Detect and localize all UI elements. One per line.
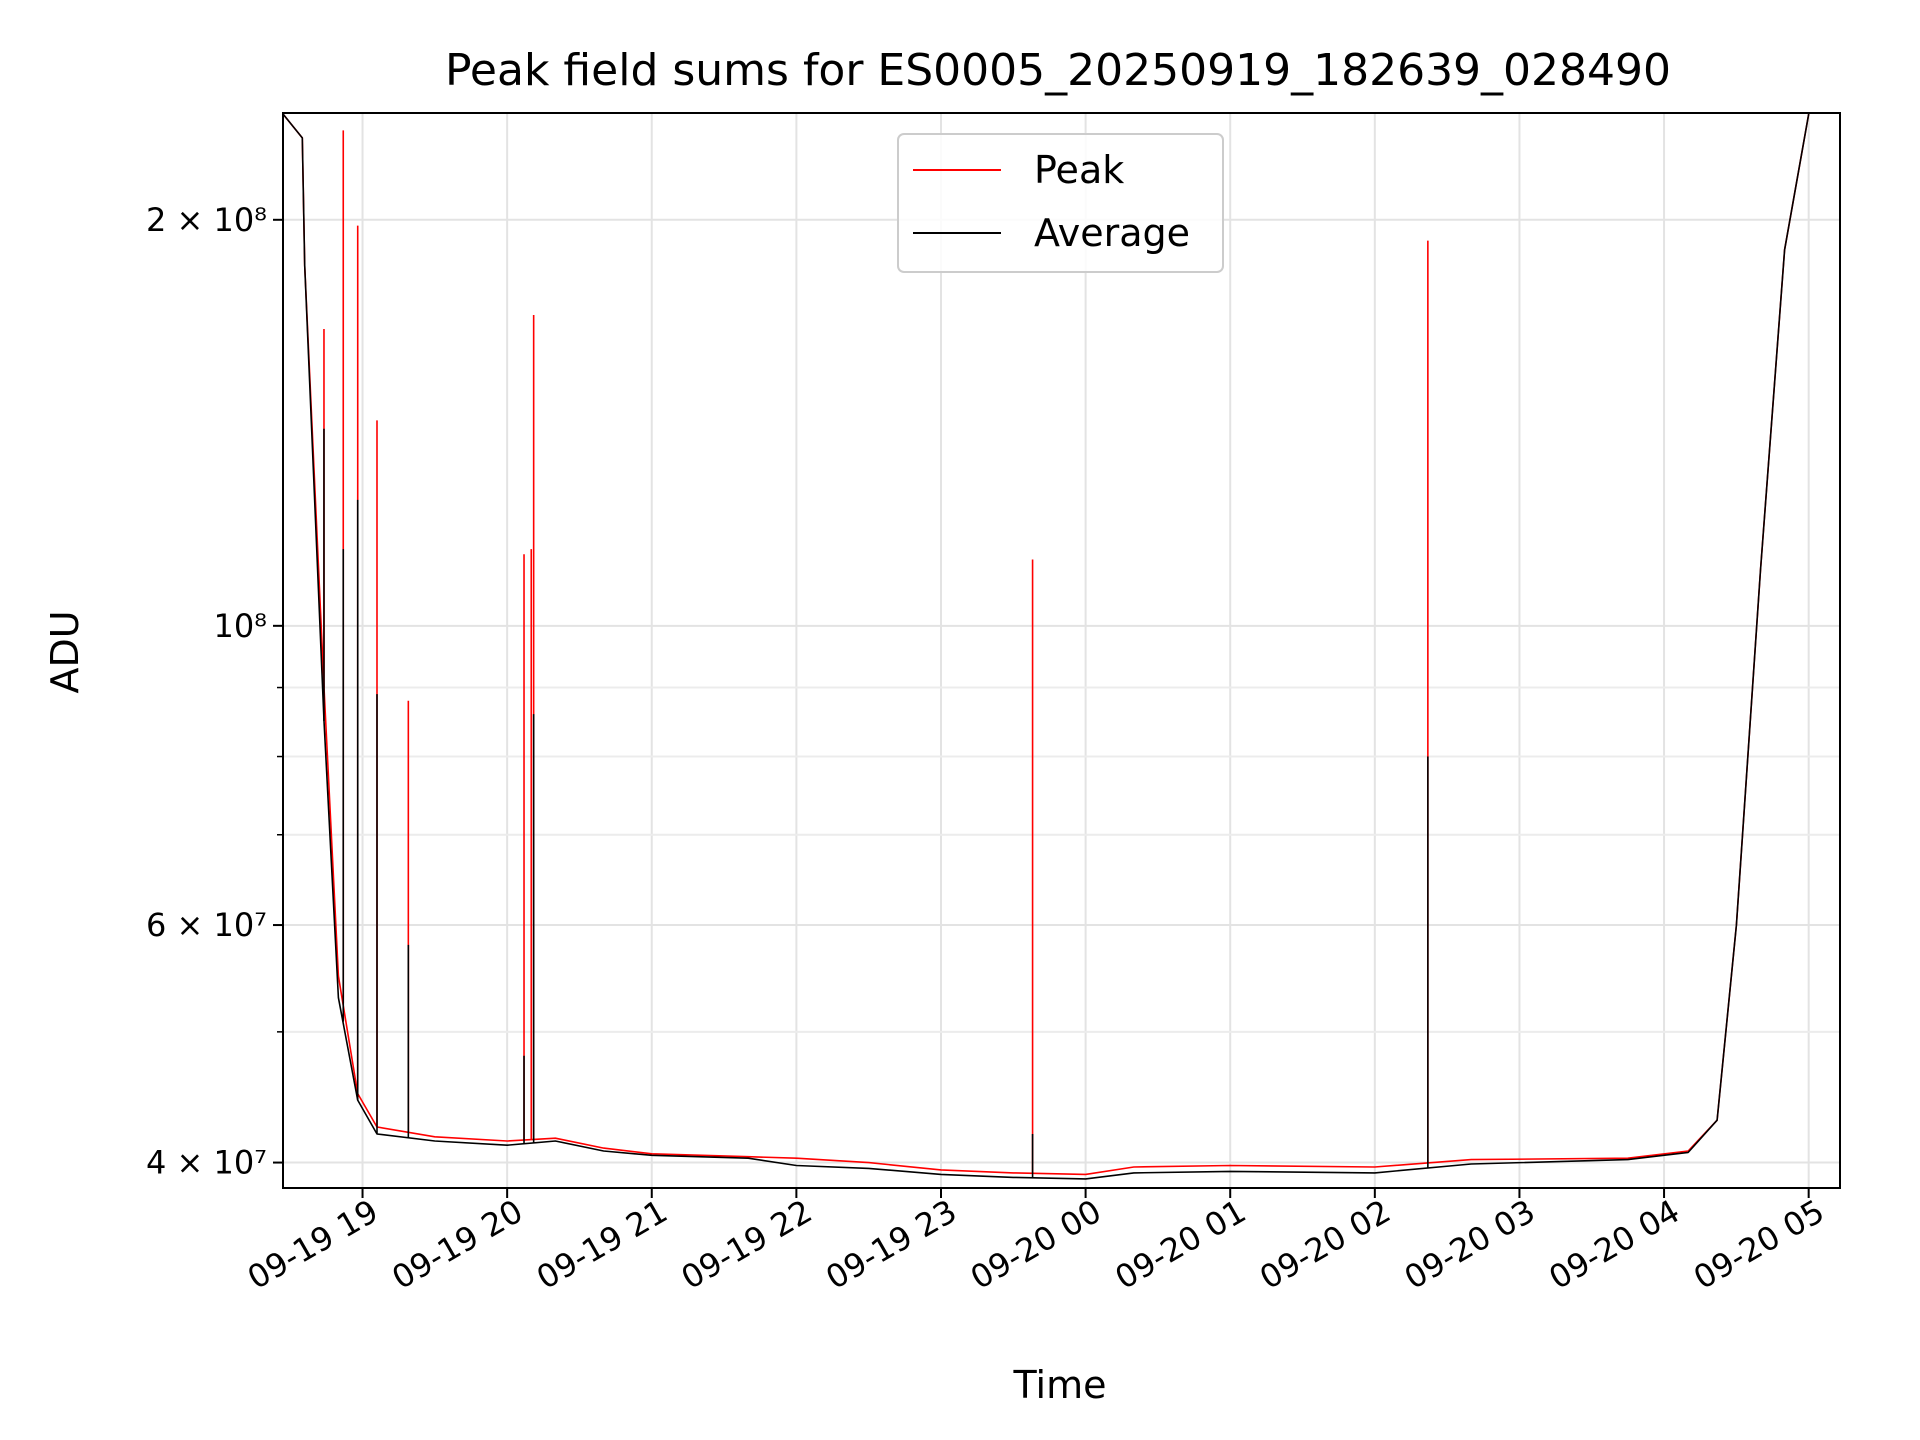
y-tick-label: 4 × 10⁷ [146, 1144, 267, 1182]
y-axis-label: ADU [43, 610, 87, 693]
grid-layer [283, 113, 1840, 1188]
y-tick-label: 2 × 10⁸ [146, 201, 267, 239]
legend-box [897, 133, 1224, 273]
y-tick-label: 6 × 10⁷ [146, 906, 267, 944]
legend-label-average: Average [1034, 211, 1190, 255]
series-layer [282, 113, 1810, 1180]
x-axis-label: Time [1013, 1363, 1107, 1407]
legend: Peak Average [897, 133, 1224, 273]
y-tick-label: 10⁸ [213, 607, 267, 645]
chart-title: Peak field sums for ES0005_20250919_1826… [445, 45, 1671, 96]
series-line [282, 113, 1810, 1180]
plot-area-frame [282, 112, 1841, 1189]
series-average [282, 113, 1810, 1180]
legend-label-peak: Peak [1034, 148, 1124, 192]
